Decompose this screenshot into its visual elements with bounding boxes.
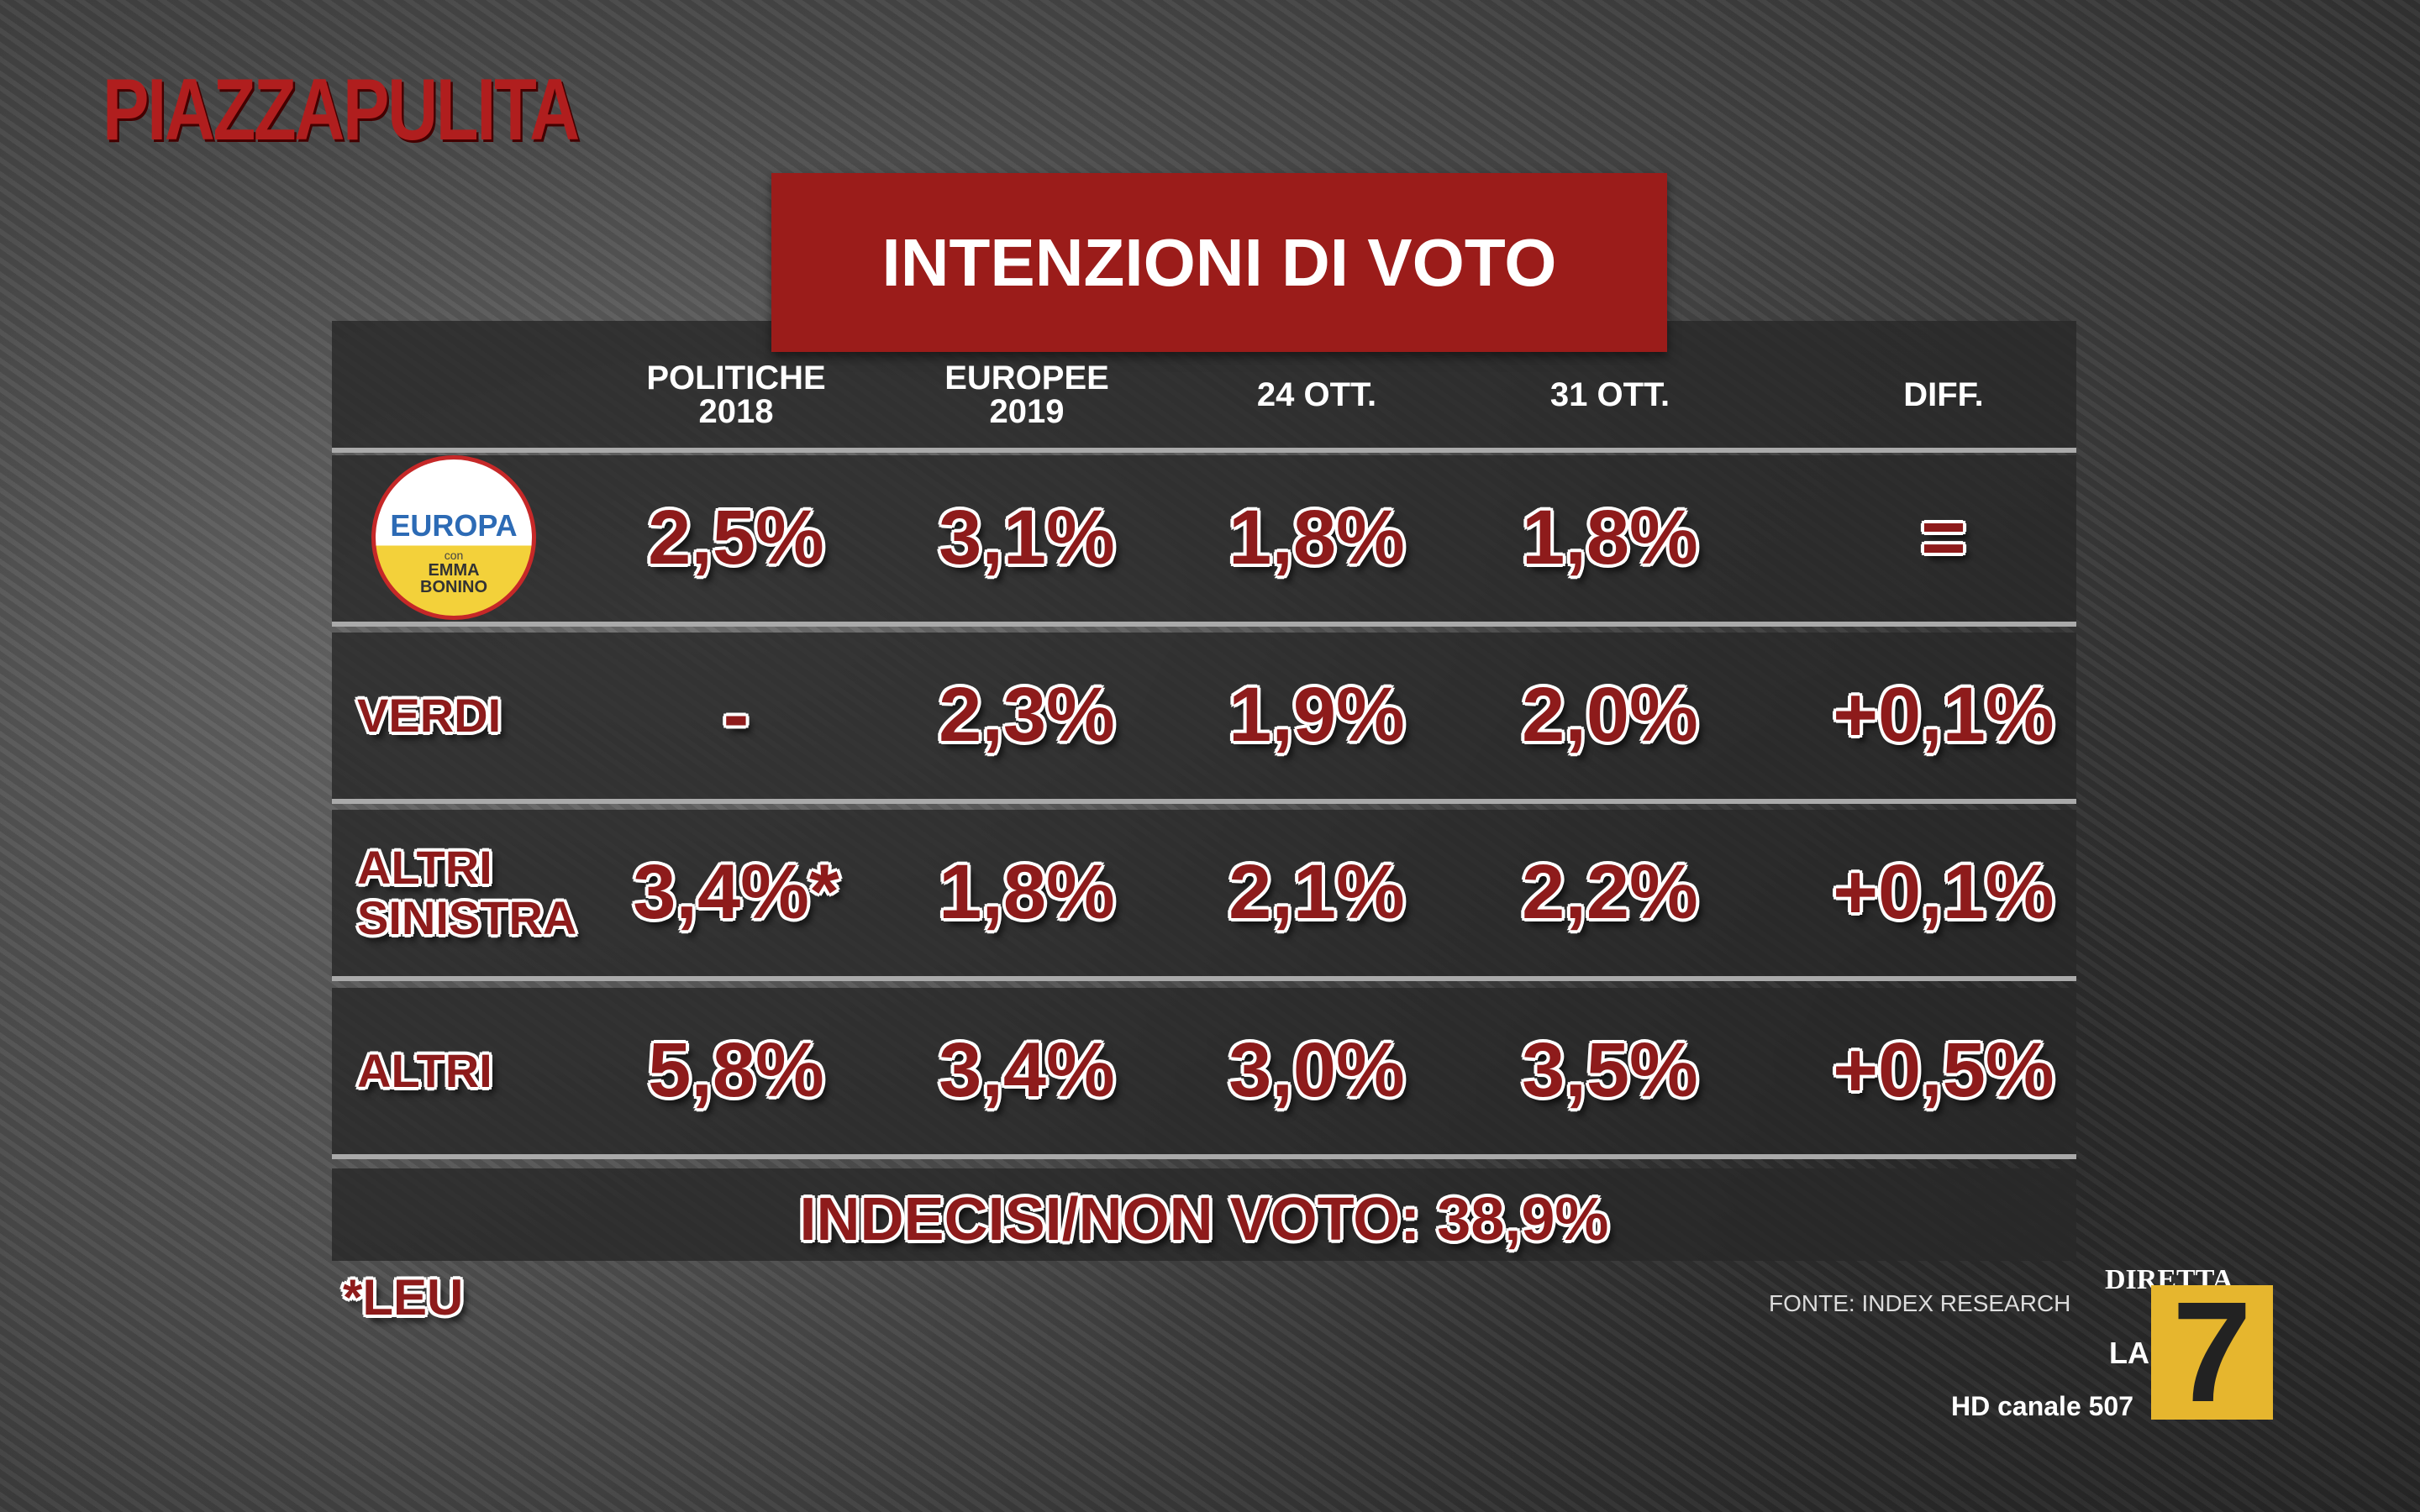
header-line: DIFF.	[1903, 376, 1984, 413]
header-cell: DIFF.	[1903, 378, 1984, 412]
row-label-line: ALTRI	[357, 1044, 492, 1097]
value-cell: +0,5%	[1833, 1027, 2054, 1113]
header-cell: 31 OTT.	[1550, 378, 1670, 412]
value-cell: 2,2%	[1522, 849, 1698, 935]
value-cell: 3,4%*	[633, 849, 839, 935]
value-cell: 2,1%	[1228, 849, 1405, 935]
footer-row: INDECISI/NON VOTO: 38,9%	[332, 1168, 2076, 1261]
header-line: 2019	[989, 393, 1065, 430]
header-line: EUROPEE	[944, 360, 1109, 396]
value-cell: 1,8%	[1228, 495, 1405, 580]
row-label-line: VERDI	[357, 689, 502, 742]
row-label: ALTRI SINISTRA	[357, 843, 576, 943]
value-cell: 3,1%	[939, 495, 1115, 580]
table-row: ALTRI 5,8% 3,4% 3,0% 3,5% +0,5%	[332, 988, 2076, 1154]
logo-leader: BONINO	[420, 578, 487, 596]
title-box: INTENZIONI DI VOTO	[771, 173, 1667, 352]
logo-circle: EUROPA con EMMA BONINO	[371, 455, 536, 620]
header-line: POLITICHE	[646, 360, 826, 396]
value-cell: 3,0%	[1228, 1027, 1405, 1113]
value-cell: 2,5%	[648, 495, 824, 580]
header-cell: EUROPEE 2019	[944, 361, 1109, 428]
channel-brand: LA	[2109, 1336, 2149, 1370]
header-line: 31 OTT.	[1549, 376, 1670, 413]
footer-text: INDECISI/NON VOTO: 38,9%	[799, 1186, 1609, 1253]
header-line: 2018	[698, 393, 774, 430]
value-cell: 1,8%	[1522, 495, 1698, 580]
value-cell: +0,1%	[1833, 849, 2054, 935]
header-cell: POLITICHE 2018	[646, 361, 825, 428]
value-cell: 3,4%	[939, 1027, 1115, 1113]
logo-name: EUROPA	[390, 508, 518, 543]
row-label: ALTRI	[357, 1046, 492, 1096]
show-logo: PIAZZAPULITA	[103, 61, 580, 159]
channel-hd: HD canale 507	[1951, 1391, 2134, 1421]
value-cell: -	[723, 672, 750, 758]
value-cell: 2,0%	[1522, 672, 1698, 758]
header-cell: 24 OTT.	[1257, 378, 1376, 412]
value-cell: 1,9%	[1228, 672, 1405, 758]
value-cell: 2,3%	[939, 672, 1115, 758]
party-logo: EUROPA con EMMA BONINO	[371, 455, 536, 622]
value-cell: +0,1%	[1833, 672, 2054, 758]
logo-leader: EMMA	[428, 561, 480, 580]
channel-number: 7	[2151, 1281, 2273, 1424]
source: FONTE: INDEX RESEARCH	[1769, 1290, 2071, 1316]
value-cell: =	[1921, 495, 1966, 580]
table-row: VERDI - 2,3% 1,9% 2,0% +0,1%	[332, 633, 2076, 799]
header-line: 24 OTT.	[1256, 376, 1377, 413]
table-row: ALTRI SINISTRA 3,4%* 1,8% 2,1% 2,2% +0,1%	[332, 810, 2076, 976]
title: INTENZIONI DI VOTO	[881, 224, 1557, 300]
note: *LEU	[343, 1269, 464, 1326]
logo-with: con	[444, 549, 464, 562]
value-cell: 3,5%	[1522, 1027, 1698, 1113]
row-label: VERDI	[357, 690, 501, 741]
table-row: EUROPA con EMMA BONINO 2,5% 3,1% 1,8% 1,8% =	[332, 455, 2076, 622]
value-cell: 5,8%	[648, 1027, 824, 1113]
row-label-line: ALTRI	[357, 841, 492, 894]
row-label-line: SINISTRA	[357, 891, 577, 944]
value-cell: 1,8%	[939, 849, 1115, 935]
